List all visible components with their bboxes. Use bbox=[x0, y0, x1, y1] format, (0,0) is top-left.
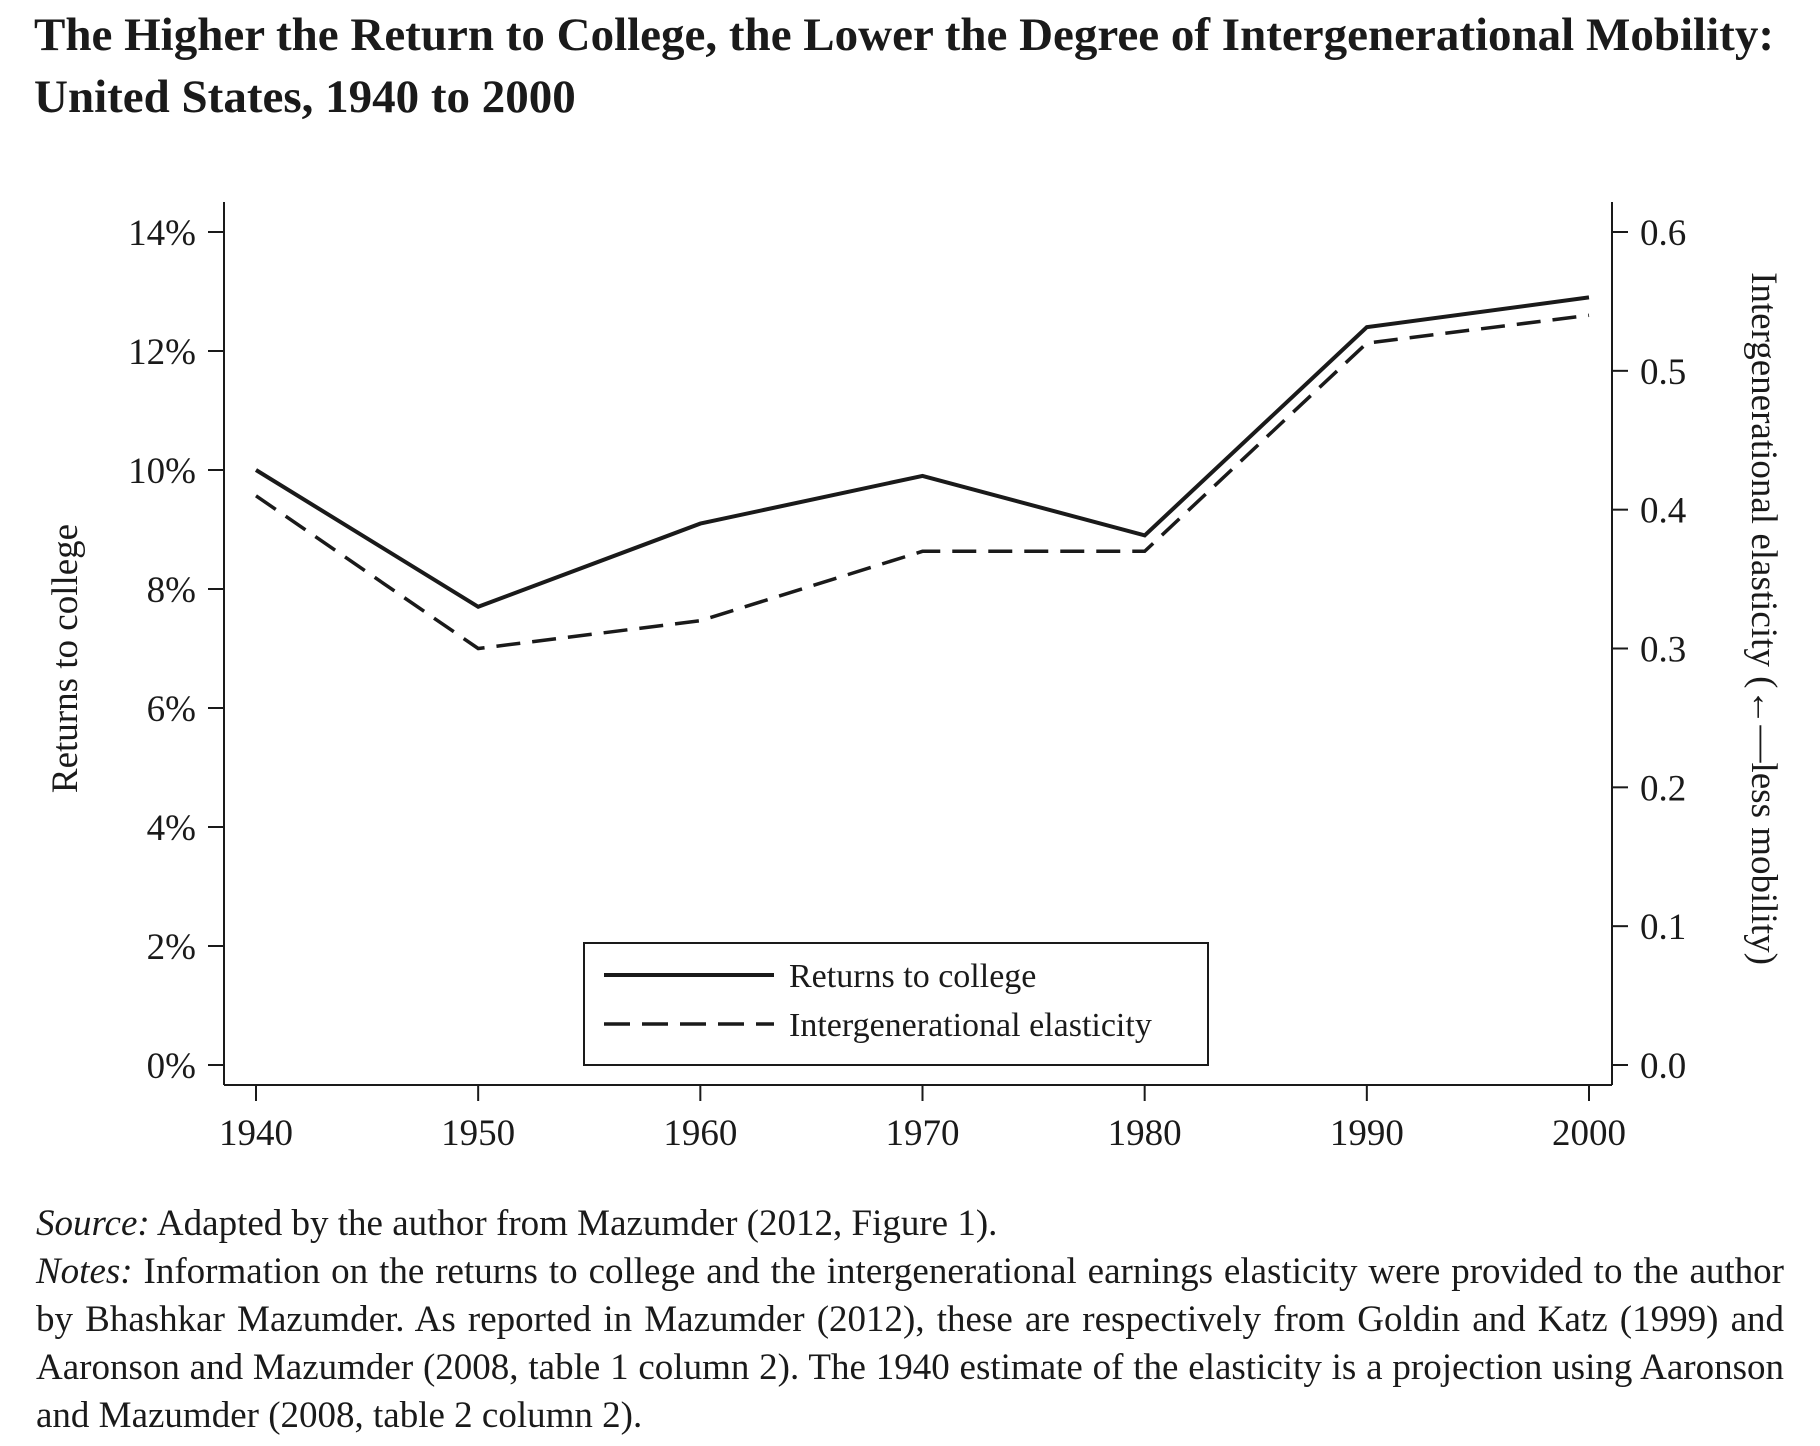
x-tick-label: 1960 bbox=[663, 1113, 737, 1154]
right-y-tick-label: 0.6 bbox=[1640, 213, 1686, 254]
left-y-tick-label: 2% bbox=[147, 927, 196, 968]
x-tick-label: 1990 bbox=[1330, 1113, 1404, 1154]
figure-notes: Source: Adapted by the author from Mazum… bbox=[36, 1200, 1784, 1440]
x-tick-label: 1970 bbox=[886, 1113, 960, 1154]
right-y-axis-title: Intergenerational elasticity (←—less mob… bbox=[1743, 272, 1784, 965]
source-text: Adapted by the author from Mazumder (201… bbox=[156, 1203, 998, 1244]
intergenerational-elasticity-line bbox=[255, 313, 1590, 651]
legend-entry-label: Intergenerational elasticity bbox=[789, 1007, 1152, 1044]
x-tick-label: 2000 bbox=[1552, 1113, 1626, 1154]
chart-title: The Higher the Return to College, the Lo… bbox=[34, 9, 1774, 123]
left-y-tick-label: 4% bbox=[147, 808, 196, 849]
right-y-tick-label: 0.3 bbox=[1640, 630, 1686, 671]
legend-entry-label: Returns to college bbox=[789, 958, 1036, 995]
source-line: Source: Adapted by the author from Mazum… bbox=[36, 1200, 1784, 1248]
notes-paragraph: Notes: Information on the returns to col… bbox=[36, 1248, 1784, 1440]
returns-to-college-line bbox=[254, 295, 1590, 610]
notes-text: Information on the returns to college an… bbox=[36, 1251, 1784, 1436]
notes-label: Notes: bbox=[36, 1251, 133, 1292]
dual-axis-line-chart: 0% 2% 4% 6% 8% 10% 12% 14% 0.0 0.1 0.2 0.3 0.4 0.5 0.6… bbox=[45, 202, 1784, 1154]
x-tick-label: 1940 bbox=[219, 1113, 293, 1154]
left-y-tick-label: 0% bbox=[147, 1046, 196, 1087]
source-label: Source: bbox=[36, 1203, 150, 1244]
left-y-tick-label: 12% bbox=[128, 332, 196, 373]
left-y-tick-label: 8% bbox=[147, 570, 196, 611]
left-y-tick-label: 10% bbox=[128, 451, 196, 492]
left-y-tick-label: 6% bbox=[147, 689, 196, 730]
right-y-tick-label: 0.5 bbox=[1640, 352, 1686, 393]
right-y-tick-label: 0.2 bbox=[1640, 768, 1686, 809]
right-y-tick-label: 0.1 bbox=[1640, 907, 1686, 948]
left-y-axis-title: Returns to college bbox=[45, 524, 86, 793]
right-y-tick-label: 0.0 bbox=[1640, 1046, 1686, 1087]
x-tick-label: 1980 bbox=[1108, 1113, 1182, 1154]
right-y-tick-label: 0.4 bbox=[1640, 491, 1686, 532]
x-tick-label: 1950 bbox=[441, 1113, 515, 1154]
left-y-tick-label: 14% bbox=[128, 213, 196, 254]
legend-box bbox=[583, 942, 1209, 1066]
